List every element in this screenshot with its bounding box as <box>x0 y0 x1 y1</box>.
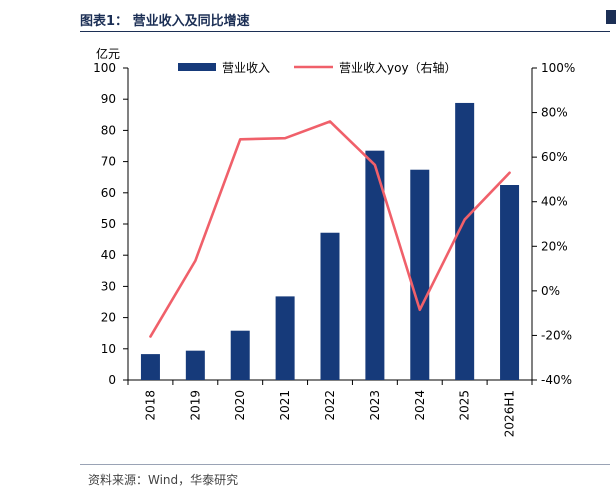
revenue-chart: 0 10 20 30 40 50 60 70 80 90 100 -40% -20% 0% 20% 40% 60… <box>93 46 575 437</box>
legend-layer: 营业收入 营业收入yoy（右轴） <box>178 60 457 75</box>
left-tick-label: 80 <box>101 123 116 137</box>
left-tick-label: 60 <box>101 186 116 200</box>
revenue-bar <box>365 150 385 380</box>
legend-label-yoy: 营业收入yoy（右轴） <box>339 60 457 75</box>
x-category-label: 2023 <box>368 390 382 421</box>
x-category-label: 2018 <box>143 390 157 421</box>
revenue-bar <box>500 185 520 380</box>
line-layer <box>149 120 511 338</box>
left-tick-label: 0 <box>108 373 116 387</box>
left-tick-label: 10 <box>101 342 116 356</box>
right-tick-label: -40% <box>541 373 572 387</box>
left-axis-unit: 亿元 <box>96 46 120 61</box>
bars-layer <box>140 102 520 380</box>
revenue-bar <box>320 232 340 380</box>
left-tick-label: 30 <box>101 279 116 293</box>
x-category-label: 2024 <box>413 390 427 421</box>
x-category-label: 2019 <box>188 390 202 421</box>
x-category-label: 2020 <box>233 390 247 421</box>
right-tick-label: -20% <box>541 328 572 342</box>
revenue-bar <box>230 330 250 380</box>
left-tick-label: 20 <box>101 311 116 325</box>
left-tick-label: 50 <box>101 217 116 231</box>
x-category-label: 2022 <box>323 390 337 421</box>
right-tick-label: 100% <box>541 61 575 75</box>
revenue-bar <box>140 354 160 380</box>
revenue-bar <box>410 169 430 380</box>
left-tick-label: 40 <box>101 248 116 262</box>
left-tick-label: 100 <box>93 61 116 75</box>
legend-swatch-revenue <box>178 63 216 71</box>
right-tick-label: 60% <box>541 150 568 164</box>
right-tick-label: 20% <box>541 239 568 253</box>
source-note: 资料来源：Wind，华泰研究 <box>88 473 239 487</box>
x-category-label: 2021 <box>278 390 292 421</box>
right-tick-label: 40% <box>541 195 568 209</box>
revenue-bar <box>185 350 205 380</box>
revenue-bar <box>455 102 475 380</box>
revenue-bar <box>275 296 295 380</box>
figure-header: 图表1： 营业收入及同比增速 <box>80 8 610 30</box>
header-rule <box>80 31 610 32</box>
x-category-label: 2025 <box>458 390 472 421</box>
legend-label-revenue: 营业收入 <box>222 61 270 75</box>
footer-rule <box>80 464 610 465</box>
edge-marker <box>606 10 616 24</box>
right-tick-label: 80% <box>541 106 568 120</box>
left-tick-label: 70 <box>101 155 116 169</box>
figure-title: 图表1： 营业收入及同比增速 <box>80 14 250 29</box>
left-tick-label: 90 <box>101 92 116 106</box>
x-category-label: 2026H1 <box>503 390 517 437</box>
right-tick-label: 0% <box>541 284 560 298</box>
